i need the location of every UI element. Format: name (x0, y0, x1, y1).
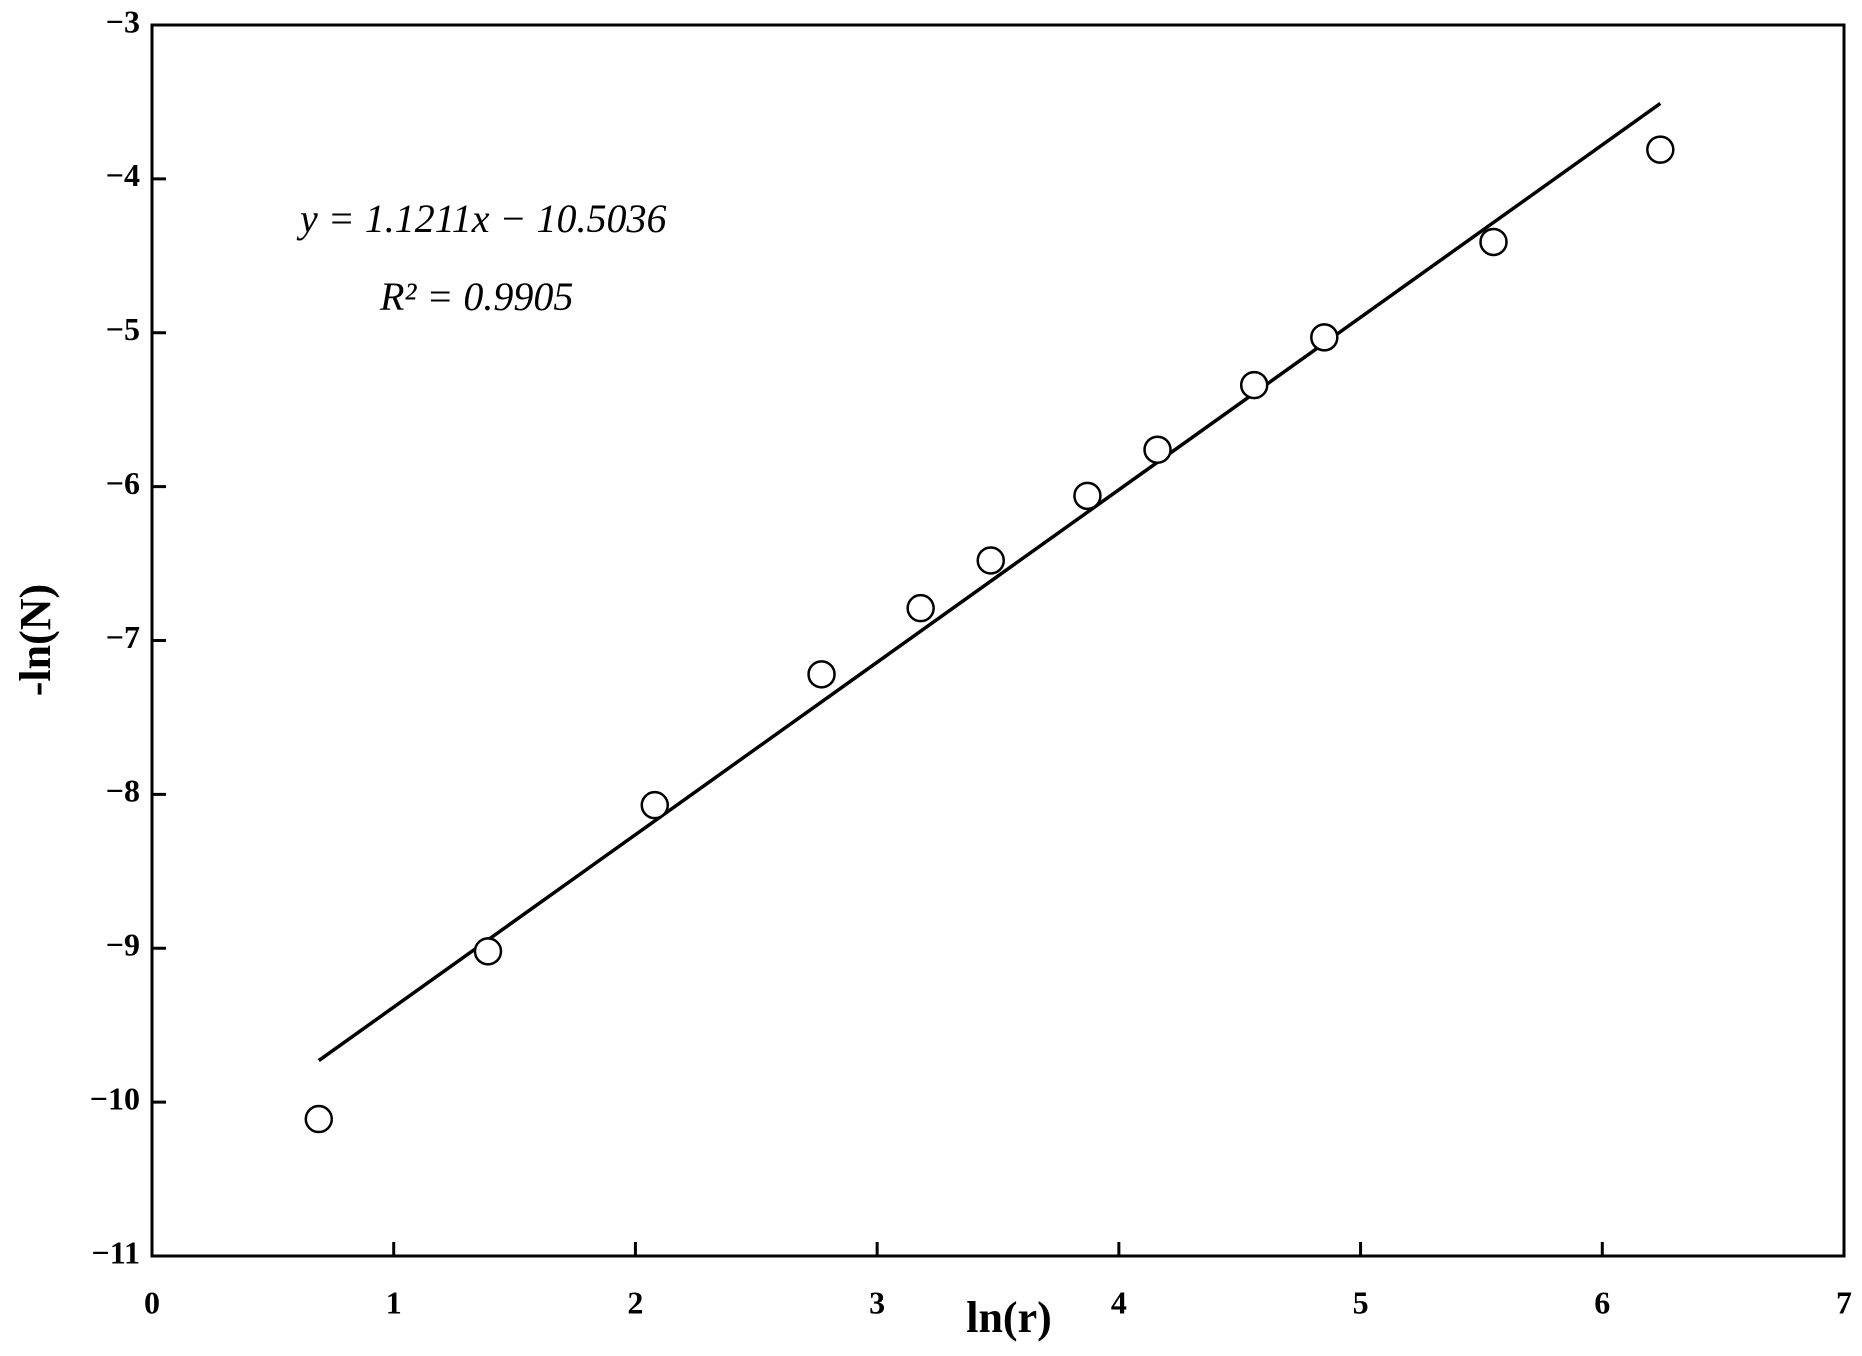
y-tick-label: −6 (106, 465, 140, 501)
x-tick-label: 1 (386, 1284, 402, 1320)
y-tick-label: −8 (106, 773, 140, 809)
x-axis-label: ln(r) (966, 1293, 1052, 1342)
data-point (473, 937, 503, 966)
data-point (906, 593, 935, 623)
data-point (640, 790, 670, 820)
data-point (1073, 481, 1102, 511)
data-point (1646, 135, 1675, 164)
y-tick-label: −11 (92, 1234, 140, 1270)
data-point (1239, 370, 1269, 400)
x-tick-label: 4 (1111, 1284, 1127, 1320)
data-point (976, 546, 1005, 575)
x-tick-label: 7 (1836, 1284, 1852, 1320)
x-tick-label: 0 (144, 1284, 160, 1320)
data-point (1310, 323, 1339, 352)
y-tick-label: −3 (106, 3, 140, 39)
r-squared-annotation: R² = 0.9905 (379, 274, 573, 319)
y-tick-label: −7 (106, 619, 140, 655)
x-tick-label: 5 (1353, 1284, 1369, 1320)
data-point (807, 660, 836, 689)
y-tick-label: −4 (106, 157, 140, 193)
data-point (1479, 227, 1508, 257)
y-tick-label: −5 (106, 311, 140, 347)
y-tick-label: −10 (90, 1080, 140, 1116)
y-tick-label: −9 (106, 927, 140, 963)
x-tick-label: 2 (627, 1284, 643, 1320)
equation-annotation: y = 1.1211x − 10.5036 (296, 196, 667, 241)
y-axis-label: -ln(N) (11, 584, 60, 696)
x-tick-label: 6 (1594, 1284, 1610, 1320)
data-point (304, 1104, 334, 1134)
x-tick-label: 3 (869, 1284, 885, 1320)
fit-line (317, 102, 1662, 1063)
data-point (1143, 435, 1172, 464)
